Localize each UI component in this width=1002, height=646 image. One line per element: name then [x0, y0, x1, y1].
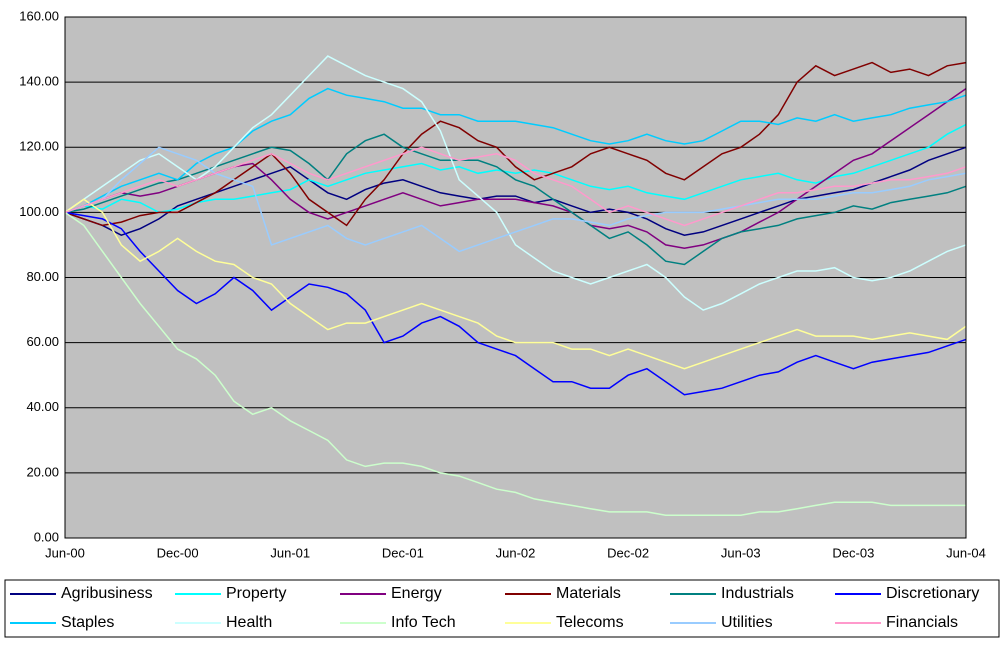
x-tick-label: Jun-03: [721, 545, 761, 560]
legend-label: Health: [226, 614, 272, 631]
legend-label: Telecoms: [556, 614, 624, 631]
series-line: [64, 211, 966, 516]
legend-label: Financials: [886, 614, 958, 631]
y-tick-label: 60.00: [26, 334, 59, 349]
x-tick-label: Jun-04: [946, 545, 986, 560]
x-tick-label: Dec-02: [607, 545, 649, 560]
y-tick-label: 0.00: [34, 529, 59, 544]
series-line: [64, 61, 967, 227]
legend-label: Agribusiness: [61, 585, 153, 602]
x-tick-label: Jun-00: [45, 545, 85, 560]
plot-border: [64, 16, 967, 539]
y-tick-label: 140.00: [19, 74, 59, 89]
x-tick-label: Dec-03: [832, 545, 874, 560]
legend-label: Industrials: [721, 585, 794, 602]
series-line: [64, 146, 967, 227]
legend-label: Info Tech: [391, 614, 456, 631]
y-tick-label: 160.00: [19, 8, 59, 23]
x-tick-label: Jun-01: [270, 545, 310, 560]
legend-box: [4, 579, 1000, 638]
x-tick-label: Jun-02: [496, 545, 536, 560]
y-tick-label: 80.00: [26, 269, 59, 284]
legend-label: Discretionary: [886, 585, 979, 602]
legend-label: Property: [226, 585, 286, 602]
y-tick-label: 40.00: [26, 399, 59, 414]
legend-label: Staples: [61, 614, 114, 631]
legend-label: Materials: [556, 585, 621, 602]
y-tick-label: 100.00: [19, 204, 59, 219]
series-line: [64, 87, 967, 214]
series-line: [64, 211, 967, 396]
legend-label: Energy: [391, 585, 442, 602]
series-line: [64, 55, 967, 311]
series-line: [64, 123, 967, 214]
series-line: [64, 198, 967, 370]
x-tick-label: Dec-01: [382, 545, 424, 560]
legend-label: Utilities: [721, 614, 773, 631]
x-tick-label: Dec-00: [157, 545, 199, 560]
y-tick-label: 120.00: [19, 139, 59, 154]
y-tick-label: 20.00: [26, 464, 59, 479]
